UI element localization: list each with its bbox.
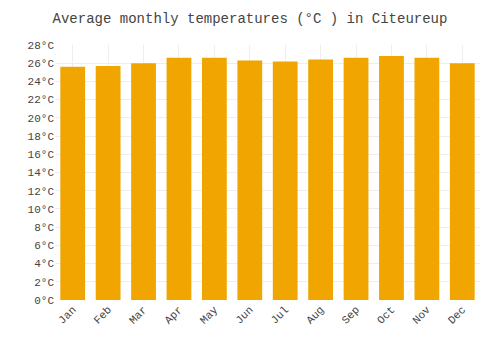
svg-text:28°C: 28°C <box>28 40 55 52</box>
svg-text:Average monthly temperatures (: Average monthly temperatures (°C ) in Ci… <box>53 11 448 27</box>
svg-text:Jun: Jun <box>233 304 255 326</box>
svg-text:Jan: Jan <box>56 304 78 326</box>
svg-text:18°C: 18°C <box>28 131 55 143</box>
svg-text:24°C: 24°C <box>28 76 55 88</box>
svg-text:Sep: Sep <box>340 304 362 326</box>
svg-text:Jul: Jul <box>269 304 291 326</box>
svg-text:Dec: Dec <box>446 304 468 326</box>
svg-text:Oct: Oct <box>375 304 397 326</box>
svg-text:Apr: Apr <box>162 304 184 326</box>
svg-text:May: May <box>198 304 221 327</box>
svg-text:14°C: 14°C <box>28 167 55 179</box>
svg-text:Aug: Aug <box>304 304 326 326</box>
svg-text:26°C: 26°C <box>28 58 55 70</box>
svg-text:Feb: Feb <box>92 304 114 326</box>
svg-text:8°C: 8°C <box>34 222 54 234</box>
svg-text:20°C: 20°C <box>28 113 55 125</box>
svg-text:10°C: 10°C <box>28 204 55 216</box>
svg-text:22°C: 22°C <box>28 94 55 106</box>
svg-text:Nov: Nov <box>410 304 433 327</box>
svg-text:16°C: 16°C <box>28 149 55 161</box>
svg-text:Mar: Mar <box>127 304 149 326</box>
svg-text:6°C: 6°C <box>34 240 54 252</box>
svg-text:4°C: 4°C <box>34 258 54 270</box>
svg-text:2°C: 2°C <box>34 277 54 289</box>
svg-text:0°C: 0°C <box>34 295 54 307</box>
svg-text:12°C: 12°C <box>28 186 55 198</box>
